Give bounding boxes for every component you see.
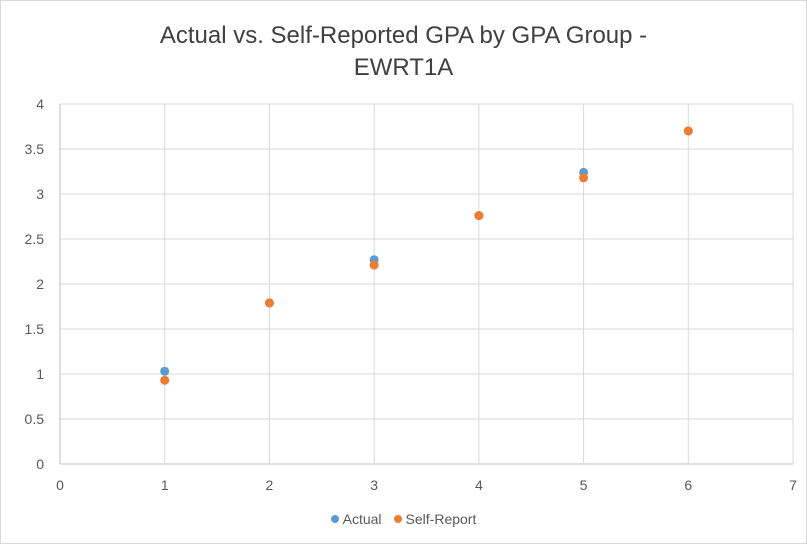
data-points xyxy=(160,126,693,385)
x-tick-label: 3 xyxy=(370,477,378,493)
chart-title-line-1: Actual vs. Self-Reported GPA by GPA Grou… xyxy=(159,22,648,49)
x-tick-label: 7 xyxy=(789,477,797,493)
y-tick-label: 4 xyxy=(36,96,44,112)
data-point-self-report xyxy=(264,298,274,308)
legend-marker xyxy=(393,515,402,523)
data-point-actual xyxy=(160,366,170,376)
x-tick-label: 2 xyxy=(266,477,274,493)
y-tick-label: 0 xyxy=(36,456,44,472)
y-tick-label: 1 xyxy=(36,366,44,382)
y-tick-label: 2.5 xyxy=(25,231,45,247)
y-tick-label: 1.5 xyxy=(25,321,45,337)
x-tick-label: 0 xyxy=(56,477,64,493)
x-tick-label: 6 xyxy=(684,477,692,493)
y-tick-label: 2 xyxy=(36,276,44,292)
legend-item: Actual xyxy=(330,511,382,527)
data-point-self-report xyxy=(369,260,379,270)
x-tick-label: 4 xyxy=(475,477,483,493)
legend-marker xyxy=(330,515,339,523)
y-tick-label: 3.5 xyxy=(25,141,45,157)
x-tick-label: 5 xyxy=(580,477,588,493)
legend-label: Actual xyxy=(342,511,382,527)
gridlines xyxy=(59,103,794,465)
legend: Actual Self-Report xyxy=(0,510,807,527)
x-tick-label: 1 xyxy=(161,477,169,493)
y-tick-label: 3 xyxy=(36,186,44,202)
legend-label: Self-Report xyxy=(405,511,477,527)
legend-item: Self-Report xyxy=(393,511,477,527)
chart-title: Actual vs. Self-Reported GPA by GPA Grou… xyxy=(0,20,807,84)
data-point-self-report xyxy=(474,211,484,221)
data-point-self-report xyxy=(683,126,693,136)
y-tick-label: 0.5 xyxy=(25,411,45,427)
axis-tick-labels: 0 0.5 1 1.5 2 2.5 3 3.5 4 0 1 2 3 4 5 6 7 xyxy=(25,96,798,493)
data-point-self-report xyxy=(579,173,589,183)
data-point-self-report xyxy=(160,375,170,385)
chart-title-line-2: EWRT1A xyxy=(353,54,454,81)
